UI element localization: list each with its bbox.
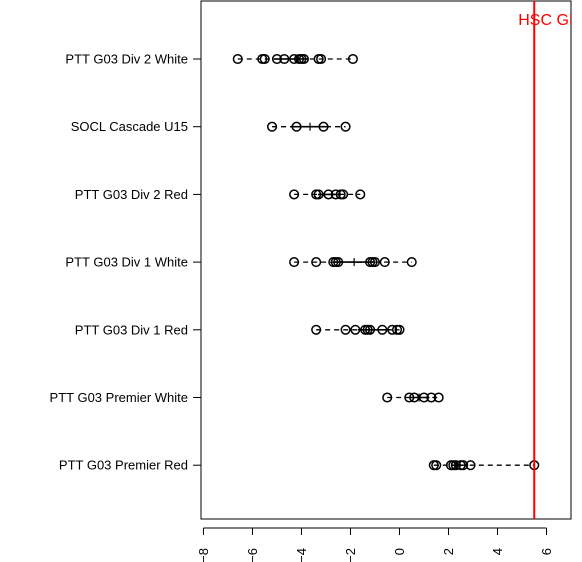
- data-point: [458, 460, 469, 471]
- data-point: [418, 392, 430, 403]
- data-point: [404, 392, 415, 403]
- category-row: PTT G03 Div 2 White: [65, 52, 358, 67]
- data-point: [369, 257, 381, 268]
- category-row: SOCL Cascade U15: [71, 119, 351, 134]
- data-point: [431, 460, 442, 471]
- data-point: [330, 189, 341, 200]
- data-point: [289, 257, 300, 268]
- data-point: [313, 189, 324, 200]
- data-point: [289, 53, 300, 65]
- category-row: PTT G03 Div 1 White: [65, 255, 417, 270]
- y-tick-label: PTT G03 Div 1 Red: [75, 322, 188, 337]
- data-point: [387, 324, 398, 335]
- data-point: [323, 189, 334, 200]
- plot-panel: [200, 0, 572, 520]
- data-point: [379, 257, 390, 268]
- data-point: [406, 257, 417, 268]
- data-point: [289, 189, 300, 200]
- data-point: [350, 324, 361, 335]
- x-tick-label: −2: [343, 548, 358, 562]
- data-point: [409, 392, 420, 403]
- data-point: [311, 257, 322, 268]
- data-point: [279, 53, 290, 65]
- category-row: PTT G03 Premier Red: [59, 458, 540, 473]
- data-point: [347, 53, 358, 65]
- data-point: [338, 189, 349, 200]
- data-point: [298, 53, 309, 65]
- data-point: [232, 53, 243, 65]
- x-tick-label: −6: [245, 548, 260, 562]
- data-point: [450, 460, 461, 471]
- data-point: [340, 324, 351, 335]
- data-point: [382, 392, 393, 403]
- data-point: [333, 257, 344, 268]
- data-point: [394, 324, 405, 335]
- data-point: [259, 53, 270, 65]
- data-point: [426, 392, 437, 403]
- category-row: PTT G03 Div 2 Red: [75, 187, 366, 202]
- x-tick-label: −4: [294, 548, 309, 562]
- data-point: [433, 392, 444, 403]
- data-point: [355, 189, 366, 200]
- data-point: [271, 53, 283, 65]
- data-point: [318, 121, 329, 132]
- x-axis: −8 −6 −4 −2 0 2 4 6: [196, 527, 554, 562]
- data-point: [365, 324, 376, 335]
- reference-line-label: HSC GPS Oreg: [518, 12, 582, 29]
- category-rows: PTT G03 Div 2 White SOCL Cascade U15 PTT G…: [50, 52, 540, 473]
- y-tick-label: PTT G03 Div 2 Red: [75, 187, 188, 202]
- x-tick-label: 6: [539, 548, 554, 555]
- data-point: [291, 121, 302, 132]
- x-tick-label: 2: [441, 548, 456, 555]
- category-row: PTT G03 Premier White: [50, 390, 444, 405]
- data-point: [267, 121, 278, 132]
- x-tick-label: 4: [490, 548, 505, 555]
- data-point: [316, 53, 327, 65]
- y-tick-label: PTT G03 Div 1 White: [65, 255, 188, 270]
- data-point: [311, 324, 322, 335]
- data-point: [465, 460, 476, 471]
- category-row: PTT G03 Div 1 Red: [75, 322, 405, 337]
- data-point: [340, 121, 351, 132]
- y-tick-label: PTT G03 Premier White: [50, 390, 188, 405]
- data-point: [377, 324, 388, 335]
- y-tick-label: PTT G03 Premier Red: [59, 458, 188, 473]
- x-tick-label: −8: [196, 548, 211, 562]
- y-tick-label: SOCL Cascade U15: [71, 119, 188, 134]
- x-tick-label: 0: [392, 548, 407, 555]
- y-tick-label: PTT G03 Div 2 White: [65, 52, 188, 67]
